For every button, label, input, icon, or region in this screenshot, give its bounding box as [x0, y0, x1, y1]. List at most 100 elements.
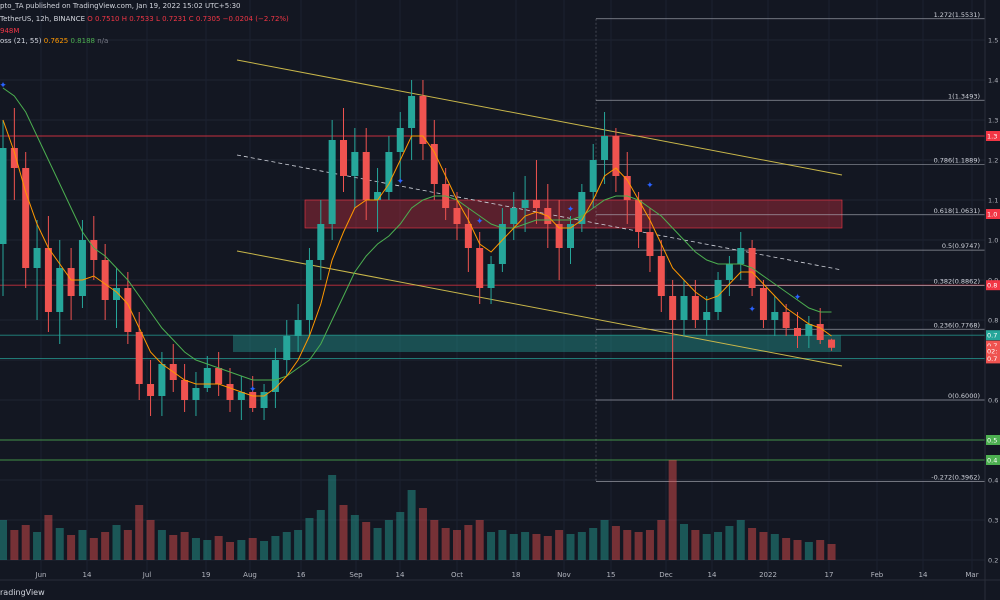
volume-bar	[759, 532, 768, 560]
candle-body	[759, 288, 767, 320]
y-tick-label: 1.1	[988, 197, 998, 205]
volume-bar	[748, 528, 757, 560]
candle-body	[805, 324, 813, 336]
x-tick-label: Jun	[35, 571, 47, 579]
price-tag-label: 1.3	[987, 133, 997, 141]
volume-bar	[294, 530, 303, 560]
x-tick-label: Sep	[349, 571, 363, 579]
candle-body	[601, 136, 609, 160]
candle-body	[249, 392, 257, 408]
ohlc-close: C 0.7305	[188, 15, 221, 23]
candle-body	[396, 128, 404, 152]
volume-bar	[112, 525, 121, 560]
price-tag-label: 0.4	[987, 457, 997, 465]
volume-bar	[33, 532, 42, 560]
price-tag-bg	[986, 330, 1000, 341]
candle-body	[215, 368, 223, 384]
volume-bar	[373, 528, 382, 560]
volume-bar	[67, 535, 76, 560]
candle-body	[646, 232, 654, 256]
fib-level-label: 0.382(0.8862)	[934, 278, 980, 286]
volume-bar	[645, 530, 654, 560]
volume-bar	[316, 510, 325, 560]
candle-body	[487, 264, 495, 288]
symbol-label: TetherUS, 12h, BINANCE	[0, 15, 86, 23]
price-tag-label: 1.0	[987, 211, 997, 219]
support-zone	[233, 335, 841, 352]
volume-bar	[555, 530, 564, 560]
x-tick-label: Dec	[659, 571, 673, 579]
candle-body	[283, 336, 291, 360]
volume-bar	[55, 528, 64, 560]
y-tick-label: 1.3	[988, 117, 998, 125]
candle-body	[260, 392, 268, 408]
candle-body	[135, 332, 143, 384]
volume-bar	[157, 530, 166, 560]
volume-bar	[441, 528, 450, 560]
volume-bar	[702, 534, 711, 560]
cross-marker: ✦	[748, 305, 756, 315]
candle-body	[33, 248, 41, 268]
candle-body	[362, 152, 370, 200]
candle-body	[271, 360, 279, 392]
price-tag-label: 02:	[987, 348, 997, 356]
candle-body	[158, 364, 166, 396]
price-tag-bg	[986, 131, 1000, 141]
y-tick-label: 0.3	[988, 517, 998, 525]
price-tag-label: 0.7	[987, 332, 997, 340]
candle-body	[0, 148, 7, 244]
volume-value: 948M	[0, 27, 20, 35]
candle-body	[203, 368, 211, 388]
volume-bar	[89, 538, 98, 560]
volume-bar	[589, 528, 598, 560]
candle-body	[67, 268, 75, 296]
candle-body	[147, 384, 155, 396]
volume-bar	[226, 542, 234, 560]
y-tick-label: 1.5	[988, 37, 998, 45]
volume-bar	[453, 530, 461, 560]
volume-bar	[396, 512, 405, 560]
volume-bar	[237, 540, 246, 560]
candle-body	[532, 200, 540, 208]
candle-body	[90, 240, 98, 260]
volume-bar	[430, 520, 439, 560]
volume-bar	[214, 536, 223, 560]
volume-bar	[680, 524, 688, 560]
volume-bar	[498, 530, 507, 560]
candle-body	[555, 224, 563, 248]
y-tick-label: 0.8	[988, 317, 998, 325]
candle-body	[453, 208, 461, 224]
ohlc-open: O 0.7510	[87, 15, 120, 23]
publisher-info: pto_TA published on TradingView.com, Jan…	[0, 2, 241, 10]
volume-bar	[384, 520, 393, 560]
volume-bar	[135, 505, 144, 560]
volume-bar	[532, 534, 541, 560]
volume-bar	[509, 534, 518, 560]
price-tag-bg	[986, 280, 1000, 291]
candle-body	[476, 248, 484, 288]
ohlc-low: L 0.7231	[155, 15, 187, 23]
resistance-zone	[304, 199, 843, 229]
ma-cross-legend[interactable]: oss (21, 55) 0.7625 0.8188 n/a	[0, 37, 108, 45]
channel-lower-trendline	[236, 250, 843, 367]
x-tick-label: 18	[512, 571, 521, 579]
volume-bar	[816, 540, 825, 560]
price-tag-label: 0.5	[987, 437, 997, 445]
volume-bar	[44, 515, 53, 560]
volume-bar	[804, 542, 813, 560]
candle-body	[771, 312, 779, 320]
volume-bar	[328, 475, 337, 560]
channel-upper-trendline	[236, 59, 843, 176]
candle-body	[669, 296, 677, 320]
x-tick-label: 14	[396, 571, 405, 579]
candle-body	[430, 144, 438, 184]
price-tag-label: 0.8	[987, 282, 997, 290]
candle-body	[101, 260, 109, 300]
ma-slow-value: 0.8188	[70, 37, 96, 45]
candle-body	[612, 136, 620, 176]
fib-level-label: 1.272(1.5531)	[934, 11, 980, 19]
volume-bar	[350, 515, 359, 560]
candle-body	[226, 384, 234, 400]
